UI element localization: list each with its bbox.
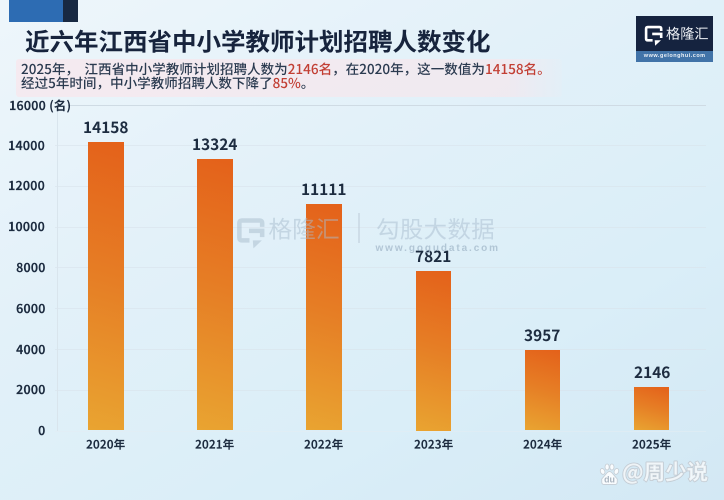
svg-text:du: du bbox=[604, 474, 615, 484]
